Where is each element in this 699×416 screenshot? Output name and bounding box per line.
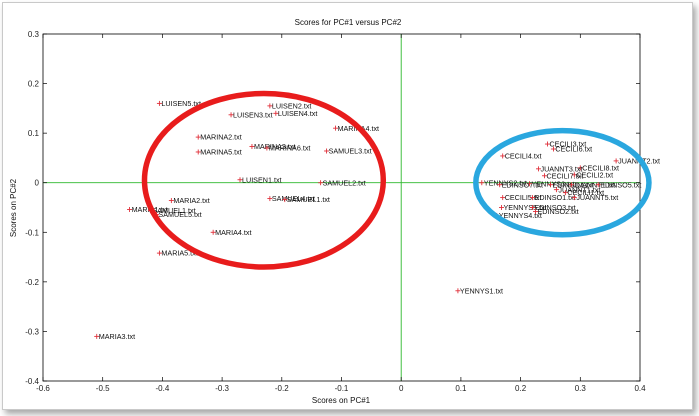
highlight-ellipses [141,90,652,270]
x-tick-label: 0.1 [455,384,467,393]
point-label: SAMUEL1.txt [152,206,195,215]
point-label: EDINSO5.txt [600,180,641,189]
x-tick-label: -0.6 [36,384,50,393]
y-tick-label: -0.3 [25,327,39,336]
point-label: MARINA6.txt [269,144,311,153]
x-tick-label: -0.1 [335,384,349,393]
point-label: YENNYS1.txt [460,286,503,295]
y-tick-label: -0.4 [25,377,39,386]
plot-area [42,33,641,382]
y-tick-label: -0.1 [25,228,39,237]
point-label: SAMUEL4.txt [272,194,315,203]
point-label: EDINSO2.txt [538,207,579,216]
x-tick-label: -0.5 [96,384,110,393]
point-label: LUISEN1.txt [242,175,282,184]
figure-window: Scores for PC#1 versus PC#2 -0.6 -0.5 -0.4… [2,2,693,410]
point-label: MARINA2.txt [200,133,242,142]
x-tick-label: 0 [399,384,404,393]
point-label: MARIA3.txt [99,332,135,341]
blue-cluster-ellipse [473,127,652,238]
point-label: CECILI1.txt [567,188,604,197]
y-tick-label: 0.2 [28,80,40,89]
chart-title: Scores for PC#1 versus PC#2 [295,18,402,27]
point-label: MARIA5.txt [161,249,197,258]
y-axis-ticks: 0.3 0.2 0.1 0 -0.1 -0.2 -0.3 -0.4 [25,30,640,386]
point-label: YENNYS2.txt [484,178,527,187]
point-label: SAMUEL3.txt [329,147,372,156]
point-label: SAMUEL5.txt [158,210,201,219]
point-label: MARIA4.txt [215,228,251,237]
x-tick-label: -0.2 [275,384,289,393]
y-tick-label: 0 [35,179,40,188]
point-label: JUANNT5.txt [576,193,618,202]
scatter-chart: Scores for PC#1 versus PC#2 -0.6 -0.5 -0.4… [9,18,660,405]
y-axis-label: Scores on PC#2 [9,178,18,237]
x-tick-label: 0.2 [515,384,527,393]
point-label: LUISEN3.txt [233,110,273,119]
x-axis-label: Scores on PC#1 [312,396,371,405]
point-label: CECILI7.txt [546,171,583,180]
y-tick-label: 0.1 [28,129,40,138]
point-label: JUANNT1.txt [573,180,615,189]
point-label: CECILI6.txt [555,145,592,154]
point-label: MARIA2.txt [173,196,209,205]
point-label: EDINSO7.txt [502,180,543,189]
point-label: MARINA5.txt [200,148,242,157]
y-tick-label: -0.2 [25,278,39,287]
point-label: YENNYS5.txt [503,203,546,212]
point-label: JUANNT1.txt [558,185,600,194]
x-tick-label: 0.3 [575,384,587,393]
point-label: CECILI5.txt [505,193,542,202]
x-axis-ticks: -0.6 -0.5 -0.4 -0.3 -0.2 -0.1 0 0.1 0.2 0.3 0.4 [36,34,646,393]
x-tick-label: -0.3 [215,384,229,393]
point-label: LUISEN2.txt [272,101,312,110]
point-label: EDINSO3.txt [535,203,576,212]
point-label: CECILI8.txt [582,163,619,172]
point-label: LUISEN4.txt [278,109,318,118]
point-label: SAMUEL2.txt [323,178,366,187]
x-tick-label: -0.4 [156,384,170,393]
point-label: YENNYS3.txt [532,179,575,188]
point-label: EDINSO1.txt [535,193,576,202]
red-cluster-ellipse [141,90,387,270]
x-tick-label: 0.4 [634,384,646,393]
point-label: CECILI3.txt [549,140,586,149]
point-label: CECILI2.txt [576,170,613,179]
point-label: JUANNT3.txt [541,164,583,173]
point-label: SAMUEL1.txt [287,195,330,204]
point-label: MARINA3.txt [254,142,296,151]
point-label: LUISEN5.txt [161,99,201,108]
point-label: CECILI4.txt [505,152,542,161]
point-label: YENNYS4.txt [499,211,542,220]
y-tick-label: 0.3 [28,30,40,39]
